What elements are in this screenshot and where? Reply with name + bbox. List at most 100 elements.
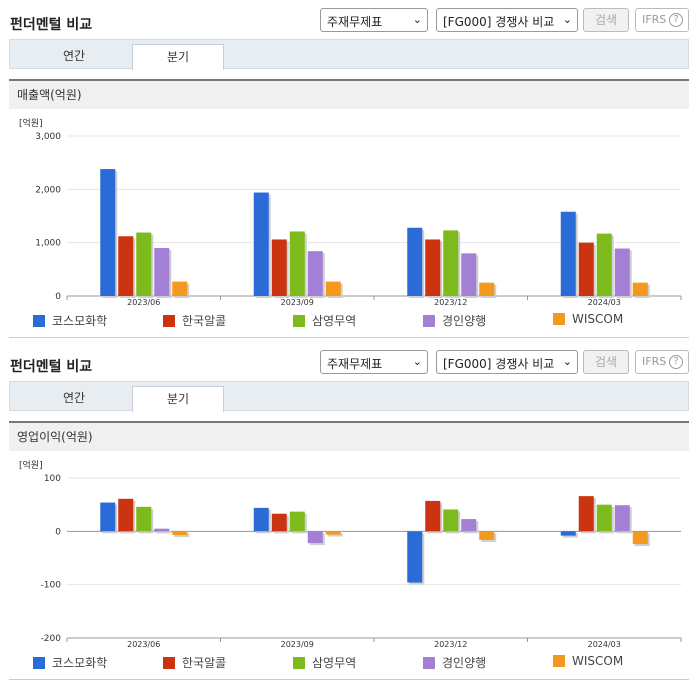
bar	[614, 248, 630, 296]
search-button[interactable]: 검색	[583, 8, 629, 32]
help-icon[interactable]: ?	[669, 355, 683, 369]
comparison-select[interactable]: [FG000] 경쟁사 비교 ⌄	[436, 8, 578, 32]
y-tick-label: 0	[55, 292, 61, 302]
legend-swatch	[33, 314, 45, 327]
legend-label: 한국알콜	[182, 314, 227, 328]
x-tick-label: 2023/06	[127, 640, 160, 648]
ifrs-button[interactable]: IFRS ?	[635, 8, 689, 32]
bar	[443, 230, 459, 296]
legend-item: 삼영무역	[293, 312, 356, 329]
bar	[136, 506, 152, 532]
operating-profit-chart: [억원] -200 -100 0 100 2023/06 2023/09 2023/12 202…	[19, 459, 682, 648]
bar	[253, 192, 269, 296]
comparison-select[interactable]: [FG000] 경쟁사 비교 ⌄	[436, 350, 578, 374]
bar	[289, 511, 305, 532]
comparison-select-value: [FG000] 경쟁사 비교	[443, 15, 555, 29]
legend-item: WISCOM	[553, 654, 623, 668]
y-tick-label: 2,000	[35, 185, 61, 195]
period-tabs: 연간 분기	[9, 381, 689, 412]
bar	[596, 504, 612, 532]
legend-label: 삼영무역	[312, 656, 357, 670]
bar	[172, 281, 188, 296]
help-icon[interactable]: ?	[669, 13, 683, 27]
bar	[154, 248, 170, 296]
bar	[118, 236, 134, 296]
legend-item: 코스모화학	[33, 654, 107, 671]
bar	[425, 239, 441, 296]
legend-item: 경인양행	[423, 654, 486, 671]
bar	[479, 531, 495, 540]
legend-swatch	[423, 314, 435, 327]
bar	[325, 281, 341, 296]
x-tick-label: 2023/06	[127, 298, 160, 306]
legend-swatch	[553, 313, 565, 325]
bar	[289, 231, 305, 296]
bar	[325, 531, 341, 535]
bar	[632, 282, 648, 296]
fundamental-panel-operating-profit: 펀더멘털 비교 주재무제표 ⌄ [FG000] 경쟁사 비교 ⌄ 검색 IFRS…	[0, 342, 696, 684]
legend-label: WISCOM	[572, 312, 624, 326]
bar	[614, 505, 630, 532]
y-axis-unit-label: [억원]	[19, 117, 43, 129]
bar-shadow	[327, 533, 343, 537]
legend-item: 한국알콜	[163, 312, 226, 329]
period-tabs: 연간 분기	[9, 39, 689, 70]
comparison-select-value: [FG000] 경쟁사 비교	[443, 357, 555, 371]
legend-swatch	[423, 656, 435, 669]
bar	[100, 502, 116, 532]
ifrs-button[interactable]: IFRS ?	[635, 350, 689, 374]
legend-item: 삼영무역	[293, 654, 356, 671]
bar	[560, 531, 576, 536]
panel-title: 펀더멘털 비교	[10, 359, 93, 375]
statement-select-value: 주재무제표	[327, 15, 383, 29]
bar	[253, 507, 269, 532]
legend-swatch	[163, 656, 175, 669]
x-tick-label: 2023/09	[281, 298, 314, 306]
y-tick-label: 3,000	[35, 132, 61, 142]
bar	[307, 531, 323, 544]
bar	[100, 169, 116, 296]
legend-label: 한국알콜	[182, 656, 227, 670]
statement-select[interactable]: 주재무제표 ⌄	[320, 350, 428, 374]
bar	[307, 251, 323, 296]
legend-label: 경인양행	[442, 656, 487, 670]
bar	[632, 531, 648, 545]
tab-annual[interactable]: 연간	[62, 49, 86, 63]
search-button[interactable]: 검색	[583, 350, 629, 374]
legend-label: 코스모화학	[52, 314, 108, 328]
legend-swatch	[293, 656, 305, 669]
ifrs-label: IFRS	[642, 355, 667, 368]
chart-title: 영업이익(억원)	[9, 421, 689, 451]
chevron-down-icon: ⌄	[412, 355, 422, 368]
legend-label: 삼영무역	[312, 314, 357, 328]
bar	[136, 232, 152, 296]
legend-item: 경인양행	[423, 312, 486, 329]
bar	[271, 239, 287, 296]
x-tick-label: 2023/12	[434, 298, 467, 306]
statement-select[interactable]: 주재무제표 ⌄	[320, 8, 428, 32]
y-tick-label: 100	[44, 474, 61, 484]
y-tick-label: 0	[55, 527, 61, 537]
bar	[596, 233, 612, 296]
bar	[578, 242, 594, 296]
legend-item: 한국알콜	[163, 654, 226, 671]
bar	[407, 531, 423, 583]
legend-swatch	[163, 314, 175, 327]
tab-quarterly[interactable]: 분기	[132, 44, 224, 70]
x-tick-label: 2023/12	[434, 640, 467, 648]
panel-title: 펀더멘털 비교	[10, 17, 93, 33]
tab-annual[interactable]: 연간	[62, 391, 86, 405]
legend-swatch	[553, 655, 565, 667]
chevron-down-icon: ⌄	[562, 13, 572, 26]
y-tick-label: -100	[41, 581, 62, 591]
bar	[271, 513, 287, 532]
legend-label: 코스모화학	[52, 656, 108, 670]
bar	[154, 528, 170, 532]
bar	[443, 509, 459, 532]
bar	[172, 531, 188, 536]
chevron-down-icon: ⌄	[412, 13, 422, 26]
tab-quarterly[interactable]: 분기	[132, 386, 224, 412]
bar	[407, 227, 423, 296]
y-tick-label: -200	[41, 634, 62, 644]
bar	[479, 282, 495, 296]
